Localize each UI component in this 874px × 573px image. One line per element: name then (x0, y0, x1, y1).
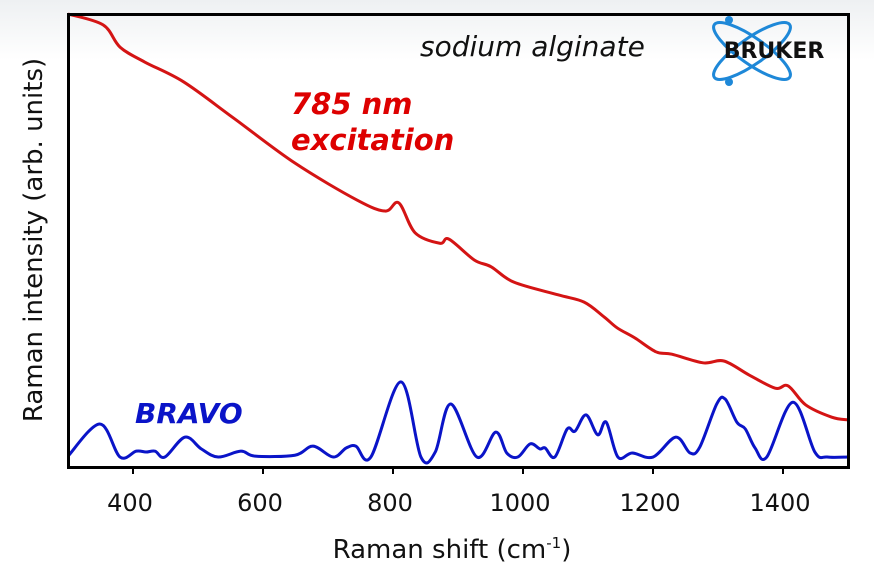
bravo-annotation: BRAVO (135, 397, 243, 430)
x-tick-label: 1200 (619, 489, 680, 517)
sample-annotation: sodium alginate (420, 30, 645, 63)
series-line-785nm (67, 12, 849, 422)
excitation-line-1: 785 nm (291, 87, 413, 121)
x-ticks: 400 600 800 1000 1200 1400 (107, 467, 811, 517)
series-layer (66, 12, 849, 465)
logo-text: BRUKER (724, 39, 825, 64)
bruker-logo: BRUKER (712, 16, 825, 86)
x-tick-label: 1400 (749, 489, 810, 517)
x-tick-label: 400 (107, 489, 153, 517)
x-axis-title: Raman shift (cm-1) (333, 534, 572, 565)
excitation-annotation: 785 nm excitation (291, 86, 454, 158)
y-axis-title: Raman intensity (arb. units) (19, 58, 49, 422)
excitation-line-2: excitation (291, 123, 455, 157)
x-tick-label: 1000 (489, 489, 550, 517)
plot-frame (67, 13, 850, 469)
x-tick-label: 800 (367, 489, 413, 517)
series-line-bravo (66, 380, 849, 465)
x-tick-label: 600 (237, 489, 283, 517)
